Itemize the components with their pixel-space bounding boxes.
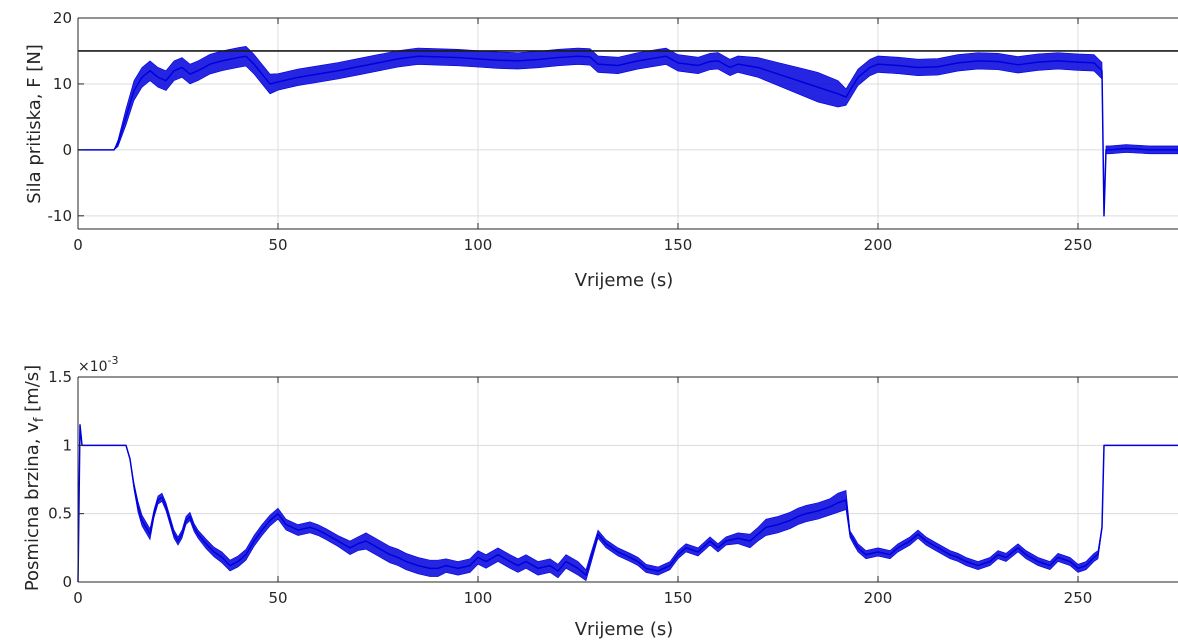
chart-velocity-multiplier-base: ×10 <box>78 359 108 375</box>
chart-velocity-ylabel-main: Posmicna brzina, v <box>22 422 43 591</box>
chart-velocity-multiplier: ×10-3 <box>78 354 119 375</box>
series-line-0 <box>78 55 1178 217</box>
y-tick-label: -10 <box>48 207 73 225</box>
x-tick-label: 250 <box>1064 236 1093 254</box>
y-tick-label: 0 <box>62 573 72 591</box>
y-tick-label: 0 <box>62 141 72 159</box>
chart-velocity-multiplier-exp: -3 <box>108 354 119 367</box>
x-tick-label: 200 <box>864 236 893 254</box>
y-tick-label: 0.5 <box>48 505 72 523</box>
chart-velocity-series <box>77 424 1178 583</box>
chart-velocity-ylabel-sub: f <box>32 417 47 422</box>
x-tick-label: 0 <box>73 589 83 607</box>
chart-velocity-axes <box>77 376 1178 583</box>
series-band-0 <box>78 46 1178 216</box>
chart-force-xlabel: Vrijeme (s) <box>575 270 674 291</box>
chart-velocity-ticks: 0 50 100 150 200 250 0 0.5 1 1.5 <box>48 368 1092 607</box>
x-tick-label: 100 <box>464 236 493 254</box>
series-band-0 <box>77 424 1178 583</box>
chart-velocity-ylabel-units: [m/s] <box>22 365 43 418</box>
chart-velocity-ylabel: Posmicna brzina, vf [m/s] <box>22 365 47 591</box>
x-tick-label: 50 <box>268 589 287 607</box>
x-tick-label: 100 <box>464 589 493 607</box>
x-tick-label: 250 <box>1064 589 1093 607</box>
x-tick-label: 200 <box>864 589 893 607</box>
x-tick-label: 150 <box>664 236 693 254</box>
series-line-0 <box>77 424 1178 583</box>
y-tick-label: 1.5 <box>48 368 72 386</box>
chart-force-ylabel: Sila pritiska, F [N] <box>24 44 45 204</box>
y-tick-label: 10 <box>53 75 72 93</box>
y-tick-label: 1 <box>62 436 72 454</box>
chart-velocity-xlabel: Vrijeme (s) <box>575 619 674 640</box>
y-tick-label: 20 <box>53 9 72 27</box>
x-tick-label: 150 <box>664 589 693 607</box>
x-tick-label: 0 <box>73 236 83 254</box>
x-tick-label: 50 <box>268 236 287 254</box>
chart-force-axes <box>77 17 1178 230</box>
chart-force-series <box>78 46 1178 217</box>
chart-velocity: 0 50 100 150 200 250 0 0.5 1 1.5 ×10-3 Vrijeme (s… <box>22 354 1178 640</box>
